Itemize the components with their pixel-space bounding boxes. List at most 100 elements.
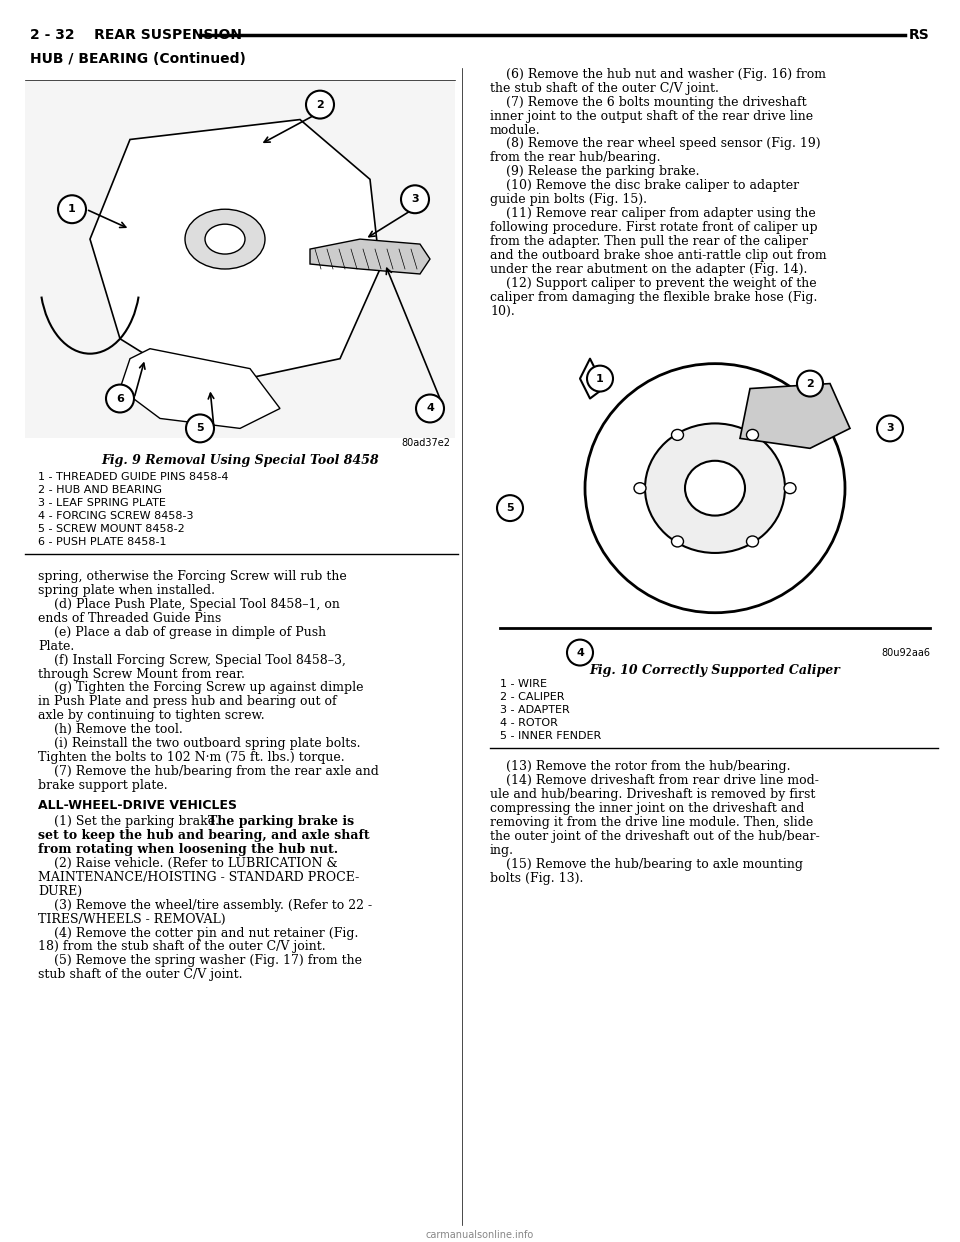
Text: 3: 3	[886, 424, 894, 433]
Text: 5 - INNER FENDER: 5 - INNER FENDER	[500, 732, 601, 741]
Text: inner joint to the output shaft of the rear drive line: inner joint to the output shaft of the r…	[490, 109, 813, 123]
Text: (2) Raise vehicle. (Refer to LUBRICATION &: (2) Raise vehicle. (Refer to LUBRICATION…	[38, 857, 338, 869]
Text: 6 - PUSH PLATE 8458-1: 6 - PUSH PLATE 8458-1	[38, 537, 166, 546]
Text: from rotating when loosening the hub nut.: from rotating when loosening the hub nut…	[38, 843, 338, 856]
Circle shape	[497, 496, 523, 522]
Text: ing.: ing.	[490, 843, 514, 857]
Text: ends of Threaded Guide Pins: ends of Threaded Guide Pins	[38, 612, 221, 625]
Text: caliper from damaging the flexible brake hose (Fig.: caliper from damaging the flexible brake…	[490, 291, 817, 304]
Text: the stub shaft of the outer C/V joint.: the stub shaft of the outer C/V joint.	[490, 82, 719, 94]
Text: The parking brake is: The parking brake is	[208, 815, 354, 828]
Text: bolts (Fig. 13).: bolts (Fig. 13).	[490, 872, 584, 884]
Text: carmanualsonline.info: carmanualsonline.info	[426, 1231, 534, 1241]
Text: Plate.: Plate.	[38, 640, 74, 652]
Text: (13) Remove the rotor from the hub/bearing.: (13) Remove the rotor from the hub/beari…	[490, 760, 790, 774]
Text: RS: RS	[909, 27, 930, 42]
Text: (h) Remove the tool.: (h) Remove the tool.	[38, 723, 182, 737]
Text: 1 - THREADED GUIDE PINS 8458-4: 1 - THREADED GUIDE PINS 8458-4	[38, 472, 228, 482]
Text: set to keep the hub and bearing, and axle shaft: set to keep the hub and bearing, and axl…	[38, 828, 370, 842]
Text: (7) Remove the hub/bearing from the rear axle and: (7) Remove the hub/bearing from the rear…	[38, 765, 379, 779]
Text: 6: 6	[116, 394, 124, 404]
Text: through Screw Mount from rear.: through Screw Mount from rear.	[38, 667, 245, 681]
Text: 1 - WIRE: 1 - WIRE	[500, 679, 547, 689]
Text: 1: 1	[596, 374, 604, 384]
Text: (1) Set the parking brake.: (1) Set the parking brake.	[38, 815, 223, 828]
Text: 2 - CALIPER: 2 - CALIPER	[500, 693, 564, 703]
Text: Tighten the bolts to 102 N·m (75 ft. lbs.) torque.: Tighten the bolts to 102 N·m (75 ft. lbs…	[38, 751, 345, 764]
Text: 80u92aa6: 80u92aa6	[881, 647, 930, 657]
Text: following procedure. First rotate front of caliper up: following procedure. First rotate front …	[490, 221, 818, 235]
Text: 2: 2	[316, 99, 324, 109]
Text: TIRES/WHEELS - REMOVAL): TIRES/WHEELS - REMOVAL)	[38, 913, 226, 925]
Text: (12) Support caliper to prevent the weight of the: (12) Support caliper to prevent the weig…	[490, 277, 817, 289]
Text: (10) Remove the disc brake caliper to adapter: (10) Remove the disc brake caliper to ad…	[490, 179, 799, 193]
Text: removing it from the drive line module. Then, slide: removing it from the drive line module. …	[490, 816, 813, 828]
Text: (11) Remove rear caliper from adapter using the: (11) Remove rear caliper from adapter us…	[490, 207, 816, 220]
Text: (7) Remove the 6 bolts mounting the driveshaft: (7) Remove the 6 bolts mounting the driv…	[490, 96, 806, 108]
Text: compressing the inner joint on the driveshaft and: compressing the inner joint on the drive…	[490, 802, 804, 815]
Text: 2 - HUB AND BEARING: 2 - HUB AND BEARING	[38, 486, 162, 496]
Ellipse shape	[784, 483, 796, 493]
Circle shape	[106, 385, 134, 412]
Circle shape	[877, 416, 903, 441]
Polygon shape	[90, 119, 380, 389]
Text: in Push Plate and press hub and bearing out of: in Push Plate and press hub and bearing …	[38, 696, 337, 708]
Text: MAINTENANCE/HOISTING - STANDARD PROCE-: MAINTENANCE/HOISTING - STANDARD PROCE-	[38, 871, 359, 884]
Text: 2: 2	[806, 379, 814, 389]
Text: 3: 3	[411, 194, 419, 204]
Text: 4 - FORCING SCREW 8458-3: 4 - FORCING SCREW 8458-3	[38, 512, 194, 522]
Text: DURE): DURE)	[38, 884, 83, 898]
Polygon shape	[310, 240, 430, 274]
Text: spring plate when installed.: spring plate when installed.	[38, 584, 215, 597]
Text: 4: 4	[576, 647, 584, 657]
Circle shape	[58, 195, 86, 224]
Text: brake support plate.: brake support plate.	[38, 779, 168, 792]
Text: guide pin bolts (Fig. 15).: guide pin bolts (Fig. 15).	[490, 194, 647, 206]
Text: under the rear abutment on the adapter (Fig. 14).: under the rear abutment on the adapter (…	[490, 263, 807, 276]
Circle shape	[401, 185, 429, 214]
Text: (9) Release the parking brake.: (9) Release the parking brake.	[490, 165, 700, 179]
FancyBboxPatch shape	[25, 79, 455, 438]
Text: 5: 5	[196, 424, 204, 433]
Text: 10).: 10).	[490, 304, 515, 318]
Text: (8) Remove the rear wheel speed sensor (Fig. 19): (8) Remove the rear wheel speed sensor (…	[490, 138, 821, 150]
Text: HUB / BEARING (Continued): HUB / BEARING (Continued)	[30, 52, 246, 66]
Text: 3 - ADAPTER: 3 - ADAPTER	[500, 705, 569, 715]
Text: 1: 1	[68, 204, 76, 214]
Text: module.: module.	[490, 123, 540, 137]
Circle shape	[186, 415, 214, 442]
Text: 4: 4	[426, 404, 434, 414]
Polygon shape	[740, 384, 850, 448]
Text: 2 - 32    REAR SUSPENSION: 2 - 32 REAR SUSPENSION	[30, 27, 242, 42]
Text: (d) Place Push Plate, Special Tool 8458–1, on: (d) Place Push Plate, Special Tool 8458–…	[38, 597, 340, 611]
Text: (4) Remove the cotter pin and nut retainer (Fig.: (4) Remove the cotter pin and nut retain…	[38, 927, 358, 939]
Circle shape	[567, 640, 593, 666]
Circle shape	[306, 91, 334, 118]
Ellipse shape	[634, 483, 646, 493]
Text: 4 - ROTOR: 4 - ROTOR	[500, 718, 558, 728]
Text: (3) Remove the wheel/tire assembly. (Refer to 22 -: (3) Remove the wheel/tire assembly. (Ref…	[38, 899, 372, 912]
Circle shape	[416, 395, 444, 422]
Text: the outer joint of the driveshaft out of the hub/bear-: the outer joint of the driveshaft out of…	[490, 830, 820, 843]
Text: 5: 5	[506, 503, 514, 513]
Text: ule and hub/bearing. Driveshaft is removed by first: ule and hub/bearing. Driveshaft is remov…	[490, 789, 815, 801]
Ellipse shape	[747, 537, 758, 546]
Ellipse shape	[585, 364, 845, 612]
Circle shape	[587, 365, 613, 391]
Ellipse shape	[671, 537, 684, 546]
Circle shape	[797, 370, 823, 396]
Text: and the outboard brake shoe anti-rattle clip out from: and the outboard brake shoe anti-rattle …	[490, 250, 827, 262]
Text: 5 - SCREW MOUNT 8458-2: 5 - SCREW MOUNT 8458-2	[38, 524, 184, 534]
Text: 18) from the stub shaft of the outer C/V joint.: 18) from the stub shaft of the outer C/V…	[38, 940, 325, 954]
Ellipse shape	[671, 430, 684, 441]
Text: (6) Remove the hub nut and washer (Fig. 16) from: (6) Remove the hub nut and washer (Fig. …	[490, 68, 826, 81]
Polygon shape	[120, 349, 280, 428]
Text: axle by continuing to tighten screw.: axle by continuing to tighten screw.	[38, 709, 265, 723]
Text: from the rear hub/bearing.: from the rear hub/bearing.	[490, 152, 660, 164]
Text: spring, otherwise the Forcing Screw will rub the: spring, otherwise the Forcing Screw will…	[38, 570, 347, 582]
Ellipse shape	[185, 209, 265, 270]
Text: 80ad37e2: 80ad37e2	[401, 438, 450, 448]
Text: (e) Place a dab of grease in dimple of Push: (e) Place a dab of grease in dimple of P…	[38, 626, 326, 638]
Text: (5) Remove the spring washer (Fig. 17) from the: (5) Remove the spring washer (Fig. 17) f…	[38, 954, 362, 968]
Text: from the adapter. Then pull the rear of the caliper: from the adapter. Then pull the rear of …	[490, 235, 808, 248]
